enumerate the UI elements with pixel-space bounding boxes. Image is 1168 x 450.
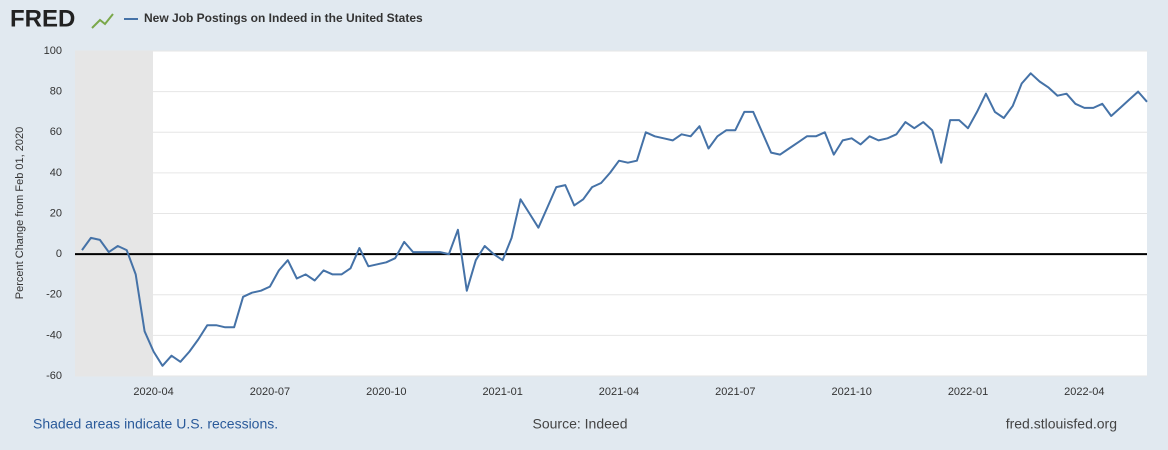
- y-tick-label: 60: [50, 126, 62, 138]
- x-tick-label: 2020-07: [250, 386, 290, 398]
- x-tick-label: 2022-01: [948, 386, 988, 398]
- y-tick-label: -20: [46, 289, 62, 301]
- x-tick-label: 2020-04: [133, 386, 173, 398]
- y-tick-label: 100: [44, 45, 62, 57]
- logo: FRED: [10, 5, 75, 32]
- x-tick-label: 2021-07: [715, 386, 755, 398]
- footer-note[interactable]: Shaded areas indicate U.S. recessions.: [33, 416, 278, 432]
- y-tick-label: 20: [50, 207, 62, 219]
- x-tick-label: 2020-10: [366, 386, 406, 398]
- x-tick-label: 2021-04: [599, 386, 639, 398]
- logo-icon: [91, 13, 114, 29]
- x-tick-label: 2021-10: [831, 386, 871, 398]
- y-tick-label: -40: [46, 329, 62, 341]
- x-tick-label: 2021-01: [482, 386, 522, 398]
- legend-label: New Job Postings on Indeed in the United…: [144, 11, 423, 25]
- y-axis-label: Percent Change from Feb 01, 2020: [14, 127, 26, 299]
- y-tick-label: 0: [56, 248, 62, 260]
- y-tick-label: 80: [50, 86, 62, 98]
- footer-source: Source: Indeed: [533, 416, 628, 432]
- y-tick-label: 40: [50, 167, 62, 179]
- x-tick-label: 2022-04: [1064, 386, 1104, 398]
- data-line: [81, 72, 1148, 367]
- footer-url[interactable]: fred.stlouisfed.org: [1006, 416, 1117, 432]
- y-tick-label: -60: [46, 370, 62, 382]
